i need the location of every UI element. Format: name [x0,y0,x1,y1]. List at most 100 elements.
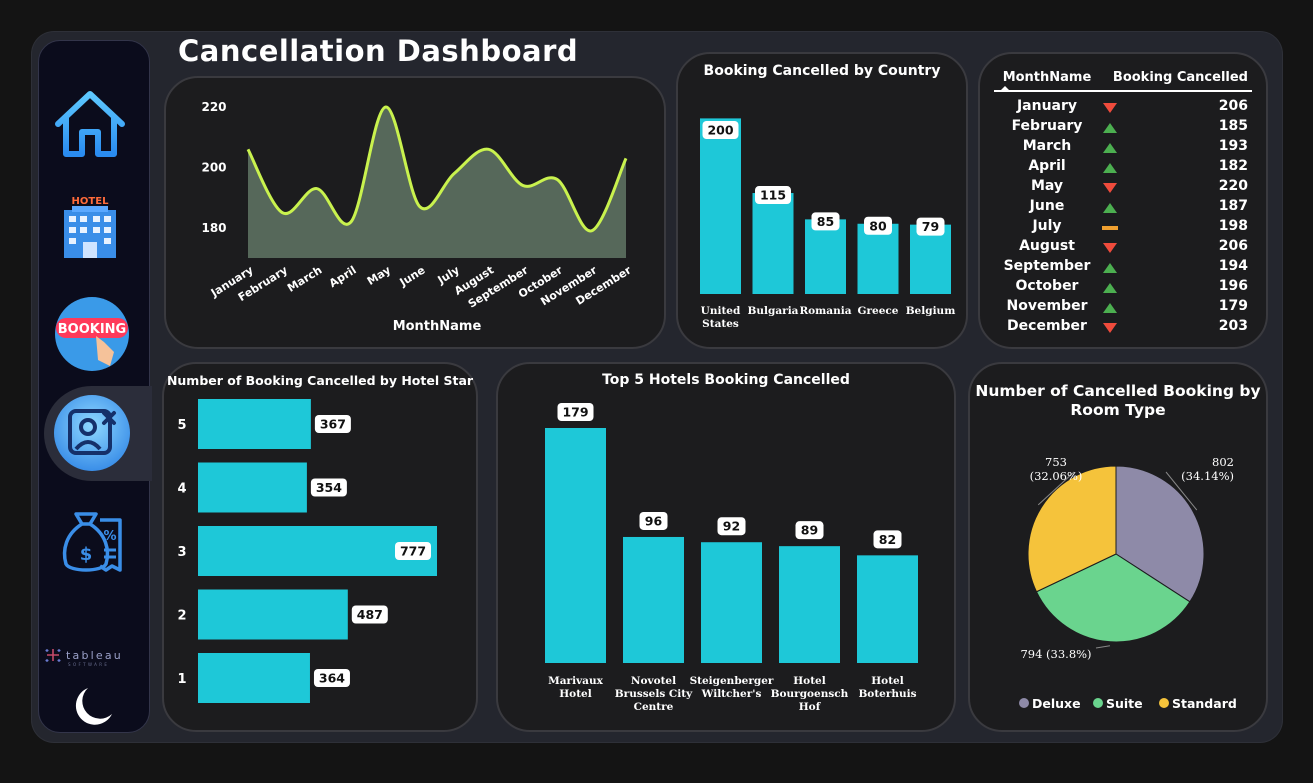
moon-icon[interactable] [68,686,114,728]
star-bar[interactable] [198,589,348,640]
hotel-bar[interactable] [701,542,762,663]
hotel-label: Wiltcher's [701,688,762,700]
money-bag-receipt-icon[interactable]: $ % [60,510,126,576]
room-type-title: Number of Cancelled Booking by Room Type [970,382,1266,420]
table-row[interactable]: May 220 [994,178,1252,198]
line-point[interactable] [245,146,251,152]
x-tick-label: June [397,264,428,290]
data-label: 115 [760,188,786,203]
country-label: Greece [858,305,899,317]
line-point[interactable] [417,204,423,210]
data-label-bg [795,521,824,540]
trend-up-icon [1103,123,1117,133]
country-chart-title: Booking Cancelled by Country [703,63,941,79]
star-bar[interactable] [198,462,307,513]
table-row[interactable]: November 179 [994,298,1252,318]
room-type-title-line-2: Room Type [1070,401,1166,419]
line-point[interactable] [520,183,526,189]
hotel-label: Boterhuis [858,688,916,700]
data-label-bg [811,212,840,231]
pie-slice[interactable] [1027,465,1117,593]
value-cell: 193 [1218,138,1248,154]
legend-marker [1159,698,1169,708]
line-point[interactable] [279,210,285,216]
trend-down-icon [1103,243,1117,253]
value-cell: 194 [1218,258,1248,274]
line-point[interactable] [589,228,595,234]
data-label-bg [873,530,902,549]
hotel-icon[interactable]: HOTEL [56,194,124,262]
hotel-star-bar-chart: 5 367 4 354 3 777 2 487 1 364 [177,399,437,703]
line-point[interactable] [451,170,457,176]
hotels-chart-title: Top 5 Hotels Booking Cancelled [602,372,850,388]
data-label-bg [310,478,347,497]
table-row[interactable]: September 194 [994,258,1252,278]
cancel-user-icon[interactable] [52,393,132,473]
data-label: 367 [320,417,346,432]
home-icon[interactable] [52,88,128,160]
header-monthname[interactable]: MonthName [1002,70,1092,85]
hotel-bar[interactable] [623,536,684,663]
table-row[interactable]: June 187 [994,198,1252,218]
table-row[interactable]: March 193 [994,138,1252,158]
trend-up-icon [1103,283,1117,293]
svg-text:%: % [103,529,116,544]
line-point[interactable] [314,186,320,192]
legend-label[interactable]: Suite [1106,696,1143,711]
hotel-bar[interactable] [779,546,840,663]
country-bar[interactable] [857,223,899,294]
svg-text:$: $ [80,544,93,565]
x-tick-label: March [285,264,324,295]
data-label: 79 [922,219,939,234]
data-label: 179 [562,405,588,420]
value-cell: 220 [1218,178,1248,194]
booking-icon-label: BOOKING [58,322,126,337]
pie-slice[interactable] [1035,553,1191,643]
line-point[interactable] [382,104,388,110]
line-point[interactable] [348,219,354,225]
data-label: 364 [319,671,345,686]
value-cell: 206 [1218,238,1248,254]
line-point[interactable] [554,177,560,183]
line-point[interactable] [623,155,629,161]
table-row[interactable]: October 196 [994,278,1252,298]
value-cell: 179 [1218,298,1248,314]
table-row[interactable]: February 185 [994,118,1252,138]
table-row[interactable]: January 206 [994,98,1252,118]
star-label: 3 [177,545,186,560]
legend-label[interactable]: Deluxe [1032,696,1081,711]
trend-flat-icon [1102,226,1118,230]
hotel-bar[interactable] [857,555,918,663]
table-row[interactable]: August 206 [994,238,1252,258]
trend-down-icon [1103,323,1117,333]
month-cell: February [1011,118,1083,134]
data-label: 85 [817,214,834,229]
star-bar[interactable] [198,653,310,703]
table-row[interactable]: December 203 [994,318,1252,338]
hotel-label: Hotel [559,688,591,700]
line-series [246,105,628,233]
header-booking-cancelled[interactable]: Booking Cancelled [1112,70,1248,85]
booking-icon[interactable]: BOOKING [52,296,132,372]
month-table: MonthName Booking Cancelled January 206 Fe… [994,68,1252,334]
country-bar[interactable] [805,219,846,294]
legend-label[interactable]: Standard [1172,696,1237,711]
data-label-bg [717,517,746,536]
y-tick-label: 180 [201,221,226,235]
hotel-label: Hof [799,701,822,713]
country-bar[interactable] [910,224,951,294]
table-row[interactable]: July 198 [994,218,1252,238]
country-bar[interactable] [752,193,794,294]
star-bar[interactable] [198,399,311,449]
hotel-bar[interactable] [545,428,606,663]
line-point[interactable] [486,146,492,152]
trend-up-icon [1103,203,1117,213]
country-label: Romania [799,305,851,317]
sort-ascending-icon[interactable] [1000,86,1010,92]
tableau-brand-sub: SOFTWARE [68,662,109,667]
month-cell: November [1006,298,1088,314]
table-row[interactable]: April 182 [994,158,1252,178]
y-tick-label: 220 [201,100,226,114]
country-bar[interactable] [700,118,741,294]
